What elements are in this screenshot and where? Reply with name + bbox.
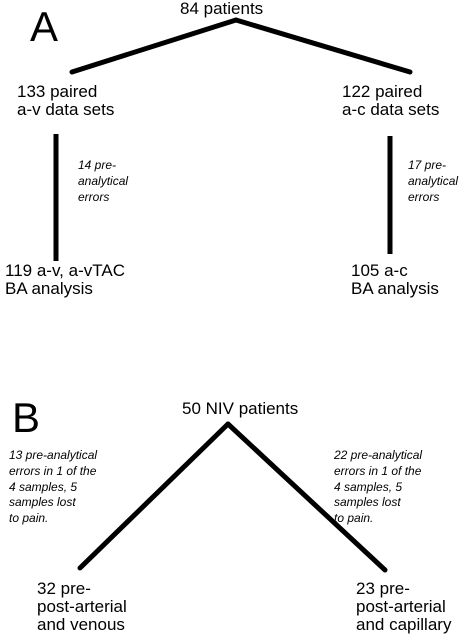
a-right-result: 105 a-c BA analysis (351, 261, 439, 298)
b-left-result: 32 pre- post-arterial and venous (37, 579, 127, 634)
b-left-note: 13 pre-analytical errors in 1 of the 4 s… (9, 448, 98, 526)
a-right-note: 17 pre- analytical errors (408, 158, 459, 204)
b-right-result: 23 pre- post-arterial and capillary (356, 579, 452, 634)
a-branch-right-line (233, 17, 413, 75)
a-root-node: 84 patients (180, 0, 264, 18)
panel-a-label: A (30, 3, 59, 50)
a-left-result: 119 a-v, a-vTAC BA analysis (5, 261, 125, 298)
b-branch-left-line (77, 421, 231, 571)
a-left-note: 14 pre- analytical errors (78, 158, 129, 204)
a-branch-left-line (69, 17, 239, 75)
a-left-node: 133 paired a-v data sets (17, 82, 115, 119)
panel-b-label: B (12, 394, 41, 441)
a-right-node: 122 paired a-c data sets (342, 82, 440, 119)
b-branch-right-line (225, 421, 388, 573)
b-root-node: 50 NIV patients (182, 399, 299, 418)
b-right-note: 22 pre-analytical errors in 1 of the 4 s… (334, 448, 423, 526)
